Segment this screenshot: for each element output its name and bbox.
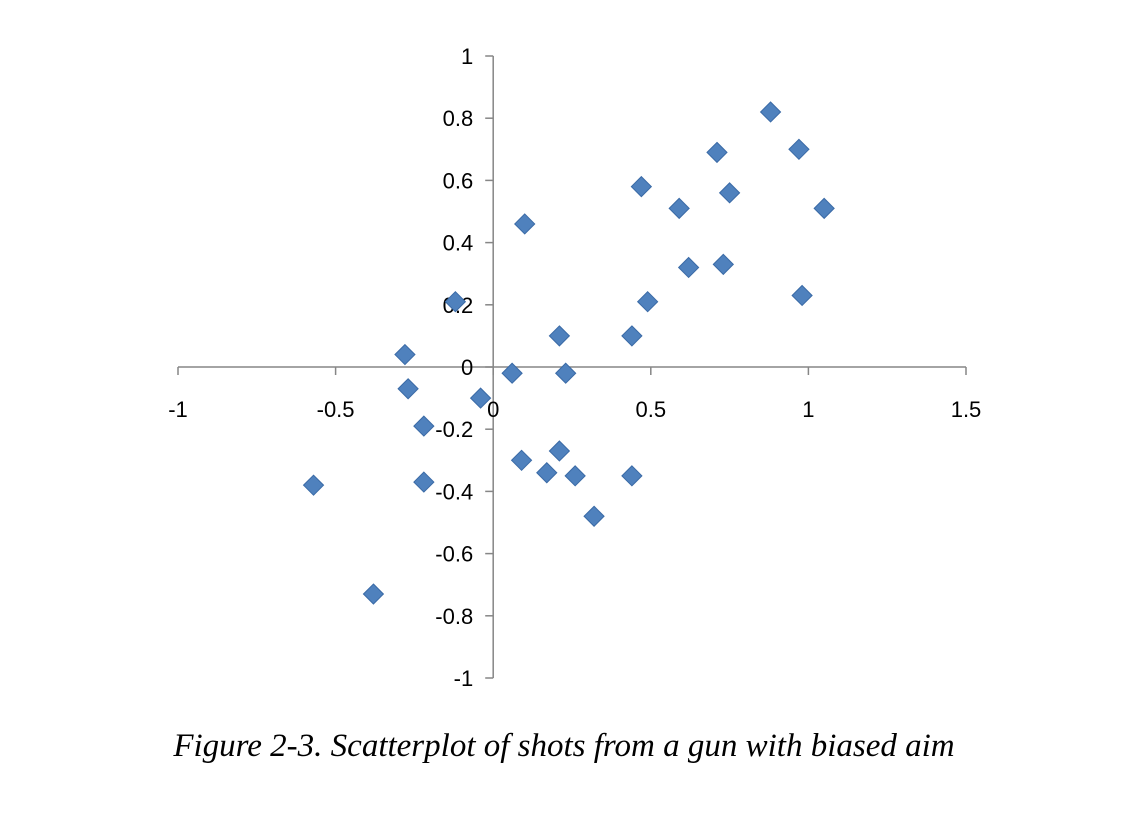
data-point [677,256,700,279]
data-point [718,182,741,204]
y-tick-label: 0.8 [443,106,474,131]
y-tick-label: -0.2 [435,417,473,442]
scatter-chart: -1-0.500.511.510.80.60.40.20-0.2-0.4-0.6… [168,44,981,691]
data-point [444,290,467,313]
y-tick-label: 1 [461,44,473,69]
data-point [510,449,533,472]
data-point [514,213,536,235]
data-point [621,325,643,347]
data-point [394,343,416,366]
data-point [564,465,586,487]
data-point [548,440,571,462]
data-point [302,474,325,496]
data-point [554,362,577,384]
y-tick-label: 0.4 [443,231,474,256]
data-point [668,197,690,220]
data-point [469,387,492,409]
x-tick-label: 1.5 [951,397,982,422]
x-tick-label: -0.5 [317,397,355,422]
data-point [583,505,605,527]
figure-caption: Figure 2-3. Scatterplot of shots from a … [173,728,955,764]
data-point [788,138,810,161]
data-point [621,465,643,487]
y-tick-label: -1 [454,666,474,691]
data-point [706,141,728,164]
data-point [813,197,835,220]
data-point [413,415,435,437]
x-tick-label: 0.5 [636,397,667,422]
data-point [536,462,558,484]
data-point [501,362,523,384]
x-tick-label: 1 [802,397,814,422]
data-point [712,253,735,276]
y-tick-label: -0.6 [435,542,473,567]
x-tick-label: -1 [168,397,188,422]
data-points [302,101,835,605]
y-tick-label: -0.8 [435,604,473,629]
y-tick-label: -0.4 [435,479,473,504]
data-point [548,325,571,347]
data-point [630,175,653,198]
x-tick-label: 0 [487,397,499,422]
data-point [362,583,385,605]
y-tick-label: 0 [461,355,473,380]
data-point [791,284,813,307]
y-tick-label: 0.6 [443,168,474,193]
data-point [397,378,419,400]
chart-axes: -1-0.500.511.510.80.60.40.20-0.2-0.4-0.6… [168,44,981,691]
data-point [413,471,435,493]
data-point [636,290,659,313]
data-point [759,101,782,123]
